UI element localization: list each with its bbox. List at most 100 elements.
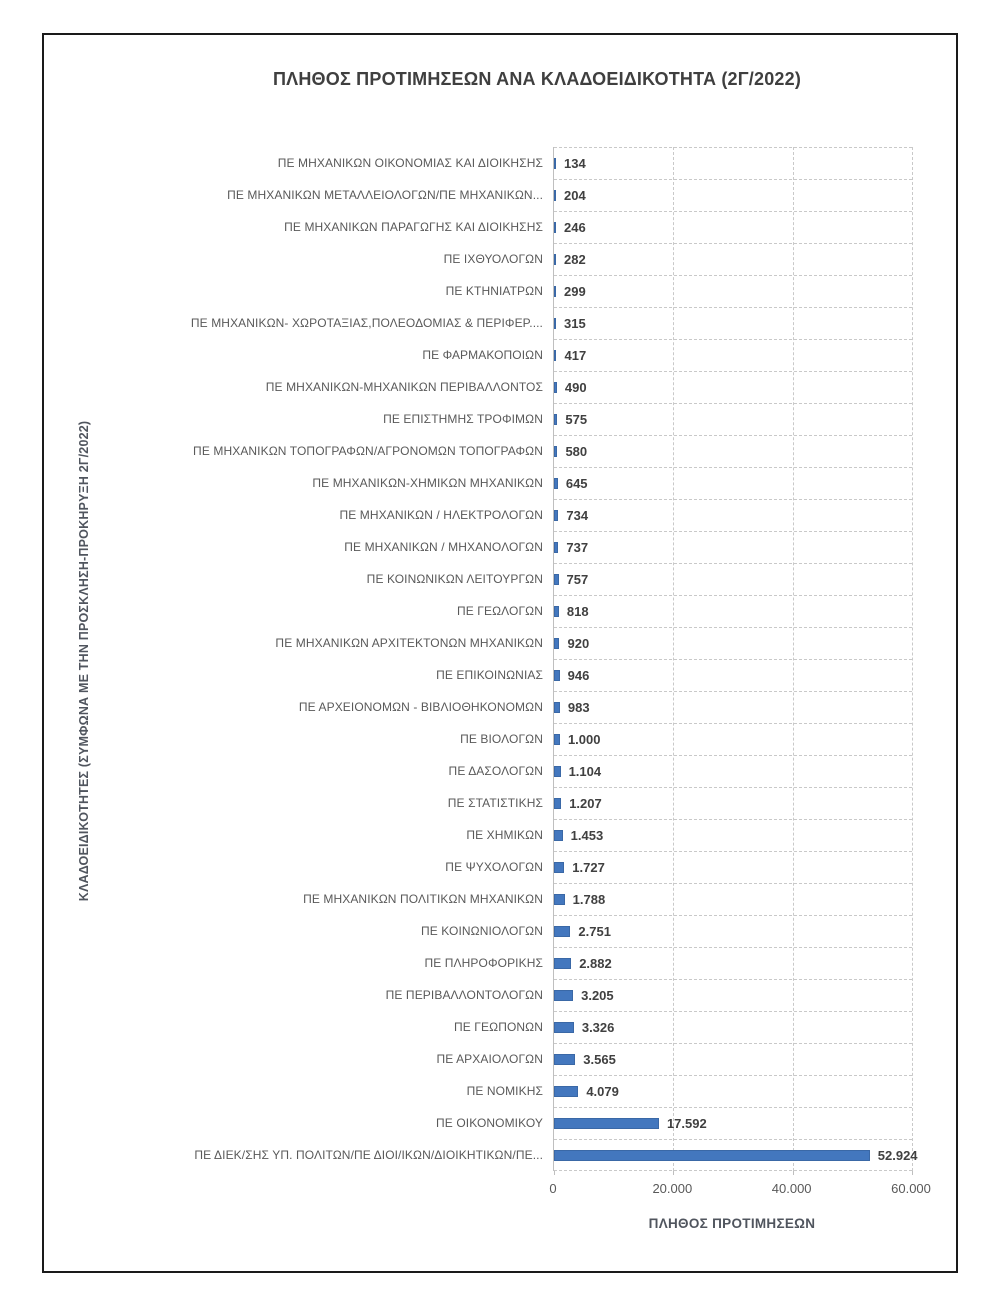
value-label: 2.882 (579, 956, 612, 971)
bar (554, 542, 559, 553)
value-label: 3.326 (581, 1020, 615, 1035)
bar (554, 222, 556, 233)
category-label: ΠΕ ΒΙΟΛΟΓΩΝ (460, 732, 543, 746)
bar-row: 734 (554, 499, 912, 531)
category-label: ΠΕ ΚΤΗΝΙΑΤΡΩΝ (445, 284, 543, 298)
bar (554, 478, 558, 489)
category-label: ΠΕ ΧΗΜΙΚΩΝ (466, 828, 543, 842)
value-label: 580 (565, 444, 588, 459)
category-label: ΠΕ ΜΗΧΑΝΙΚΩΝ ΜΕΤΑΛΛΕΙΟΛΟΓΩΝ/ΠΕ ΜΗΧΑΝΙΚΩΝ… (227, 188, 543, 202)
category-label: ΠΕ ΟΙΚΟΝΟΜΙΚΟΥ (436, 1116, 543, 1130)
bar-row: 490 (554, 371, 912, 403)
bar (554, 734, 560, 745)
value-label: 1.000 (567, 732, 601, 747)
bar-row: 299 (554, 275, 912, 307)
bar-row: 2.751 (554, 915, 912, 947)
bar (554, 574, 559, 585)
value-label: 3.565 (583, 1052, 616, 1067)
value-label: 1.453 (570, 828, 604, 843)
category-label: ΠΕ ΜΗΧΑΝΙΚΩΝ ΠΑΡΑΓΩΓΗΣ ΚΑΙ ΔΙΟΙΚΗΣΗΣ (284, 220, 543, 234)
bar-row: 1.104 (554, 755, 912, 787)
category-axis-labels: ΠΕ ΜΗΧΑΝΙΚΩΝ ΟΙΚΟΝΟΜΙΑΣ ΚΑΙ ΔΙΟΙΚΗΣΗΣ ΠΕ … (60, 147, 543, 1171)
value-label: 734 (566, 508, 589, 523)
value-label: 946 (567, 668, 590, 683)
bar-row: 246 (554, 211, 912, 243)
bar-row: 920 (554, 627, 912, 659)
value-label: 315 (564, 316, 586, 331)
category-label: ΠΕ ΜΗΧΑΝΙΚΩΝ ΟΙΚΟΝΟΜΙΑΣ ΚΑΙ ΔΙΟΙΚΗΣΗΣ (277, 156, 543, 170)
category-label: ΠΕ ΜΗΧΑΝΙΚΩΝ / ΜΗΧΑΝΟΛΟΓΩΝ (344, 540, 543, 554)
bar-row: 3.565 (554, 1043, 912, 1075)
category-label: ΠΕ ΑΡΧΕΙΟΝΟΜΩΝ - ΒΙΒΛΙΟΘΗΚΟΝΟΜΩΝ (298, 700, 543, 714)
chart-title: ΠΛΗΘΟΣ ΠΡΟΤΙΜΗΣΕΩΝ ΑΝΑ ΚΛΑΔΟΕΙΔΙΚΟΤΗΤΑ (… (272, 69, 802, 89)
bar-row: 575 (554, 403, 912, 435)
category-label: ΠΕ ΜΗΧΑΝΙΚΩΝ- ΧΩΡΟΤΑΞΙΑΣ,ΠΟΛΕΟΔΟΜΙΑΣ & Π… (190, 316, 543, 330)
value-label: 417 (564, 348, 587, 363)
x-axis-tick-mark (673, 1171, 675, 1175)
category-label: ΠΕ ΙΧΘΥΟΛΟΓΩΝ (443, 252, 543, 266)
x-axis-tick-labels: 0 20.000 40.000 60.000 (549, 1181, 931, 1199)
bar (554, 862, 565, 873)
category-label: ΠΕ ΦΑΡΜΑΚΟΠΟΙΩΝ (422, 348, 543, 362)
value-label: 1.788 (572, 892, 606, 907)
category-label: ΠΕ ΜΗΧΑΝΙΚΩΝ / ΗΛΕΚΤΡΟΛΟΓΩΝ (339, 508, 543, 522)
bar (554, 158, 556, 169)
bar (554, 926, 571, 937)
category-label: ΠΕ ΝΟΜΙΚΗΣ (466, 1084, 543, 1098)
category-label: ΠΕ ΨΥΧΟΛΟΓΩΝ (445, 860, 543, 874)
x-axis-tick-mark (554, 1171, 555, 1175)
plot-area: 134 204 246 282 299 315 417 490 575 580 645 734 737 7… (553, 147, 918, 1175)
value-label: 818 (566, 604, 589, 619)
value-label: 299 (564, 284, 586, 299)
bar-row: 1.727 (554, 851, 912, 883)
bar-row: 134 (554, 147, 912, 179)
category-label: ΠΕ ΜΗΧΑΝΙΚΩΝ ΠΟΛΙΤΙΚΩΝ ΜΗΧΑΝΙΚΩΝ (303, 892, 543, 906)
category-label: ΠΕ ΕΠΙΣΤΗΜΗΣ ΤΡΟΦΙΜΩΝ (383, 412, 543, 426)
category-label: ΠΕ ΜΗΧΑΝΙΚΩΝ-ΧΗΜΙΚΩΝ ΜΗΧΑΝΙΚΩΝ (312, 476, 543, 490)
bar-row: 1.000 (554, 723, 912, 755)
bar (554, 1054, 576, 1065)
bar (554, 446, 558, 457)
category-label: ΠΕ ΓΕΩΛΟΓΩΝ (456, 604, 543, 618)
bar (554, 990, 574, 1001)
value-label: 737 (566, 540, 589, 555)
value-label: 920 (567, 636, 590, 651)
bar (554, 510, 559, 521)
value-label: 3.205 (581, 988, 614, 1003)
value-label: 1.727 (572, 860, 605, 875)
value-label: 757 (566, 572, 589, 587)
value-label: 17.592 (666, 1116, 707, 1131)
bar-row: 757 (554, 563, 912, 595)
bar-row: 315 (554, 307, 912, 339)
bar-row: 417 (554, 339, 912, 371)
bar (554, 286, 556, 297)
value-label: 246 (564, 220, 586, 235)
bar-row: 3.205 (554, 979, 912, 1011)
bar (554, 190, 556, 201)
bar (554, 318, 556, 329)
bar (554, 894, 565, 905)
bar-row: 52.924 (554, 1139, 918, 1171)
bar (554, 702, 560, 713)
bar (554, 1086, 579, 1097)
category-label: ΠΕ ΓΕΩΠΟΝΩΝ (454, 1020, 543, 1034)
bar (554, 1150, 870, 1161)
x-axis-tick-mark (792, 1171, 794, 1175)
x-axis-tick-label: 0 (549, 1181, 557, 1196)
category-label: ΠΕ ΔΙΕΚ/ΣΗΣ ΥΠ. ΠΟΛΙΤΩΝ/ΠΕ ΔΙΟΙ/ΙΚΩΝ/ΔΙΟ… (194, 1148, 543, 1162)
value-label: 1.104 (568, 764, 602, 779)
bar (554, 606, 559, 617)
bar (554, 1022, 574, 1033)
bar-row: 204 (554, 179, 912, 211)
value-label: 52.924 (877, 1148, 918, 1163)
category-label: ΠΕ ΜΗΧΑΝΙΚΩΝ ΤΟΠΟΓΡΑΦΩΝ/ΑΓΡΟΝΟΜΩΝ ΤΟΠΟΓΡ… (193, 444, 543, 458)
category-label: ΠΕ ΚΟΙΝΩΝΙΚΩΝ ΛΕΙΤΟΥΡΓΩΝ (366, 572, 543, 586)
bar-row: 17.592 (554, 1107, 912, 1139)
category-label: ΠΕ ΕΠΙΚΟΙΝΩΝΙΑΣ (436, 668, 543, 682)
bar (554, 350, 557, 361)
bar-row: 580 (554, 435, 912, 467)
bar (554, 766, 561, 777)
value-label: 204 (564, 188, 586, 203)
bar (554, 1118, 659, 1129)
bar-row: 983 (554, 691, 912, 723)
